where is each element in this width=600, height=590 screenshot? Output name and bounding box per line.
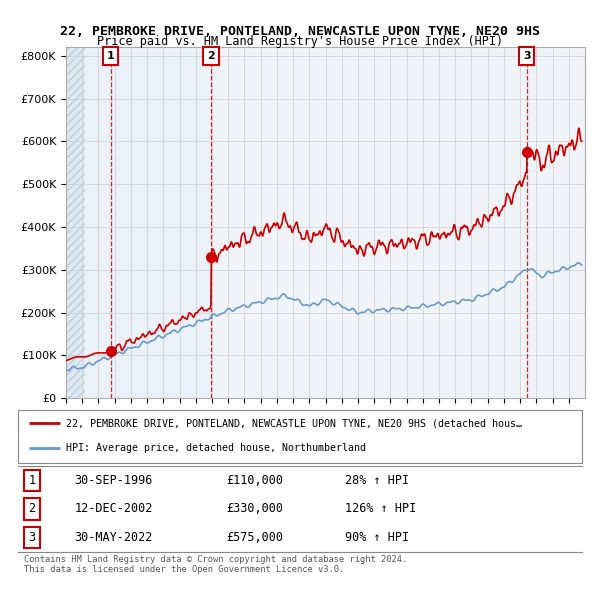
Text: £110,000: £110,000 — [227, 474, 284, 487]
Text: 22, PEMBROKE DRIVE, PONTELAND, NEWCASTLE UPON TYNE, NE20 9HS: 22, PEMBROKE DRIVE, PONTELAND, NEWCASTLE… — [60, 25, 540, 38]
Text: 1: 1 — [107, 51, 115, 61]
Text: 1: 1 — [29, 474, 35, 487]
Text: Price paid vs. HM Land Registry's House Price Index (HPI): Price paid vs. HM Land Registry's House … — [97, 35, 503, 48]
Text: 12-DEC-2002: 12-DEC-2002 — [74, 502, 153, 516]
Text: 126% ↑ HPI: 126% ↑ HPI — [345, 502, 416, 516]
Bar — [85, 47, 214, 398]
FancyBboxPatch shape — [18, 410, 582, 463]
Text: 3: 3 — [523, 51, 530, 61]
Text: 30-SEP-1996: 30-SEP-1996 — [74, 474, 153, 487]
Text: 22, PEMBROKE DRIVE, PONTELAND, NEWCASTLE UPON TYNE, NE20 9HS (detached hous…: 22, PEMBROKE DRIVE, PONTELAND, NEWCASTLE… — [66, 418, 522, 428]
Text: HPI: Average price, detached house, Northumberland: HPI: Average price, detached house, Nort… — [66, 443, 366, 453]
Text: 3: 3 — [29, 531, 35, 544]
Text: £575,000: £575,000 — [227, 531, 284, 544]
Text: Contains HM Land Registry data © Crown copyright and database right 2024.
This d: Contains HM Land Registry data © Crown c… — [24, 555, 407, 574]
Text: 2: 2 — [207, 51, 215, 61]
Text: 2: 2 — [29, 502, 35, 516]
Text: £330,000: £330,000 — [227, 502, 284, 516]
Bar — [66, 47, 85, 398]
Text: 90% ↑ HPI: 90% ↑ HPI — [345, 531, 409, 544]
Text: 30-MAY-2022: 30-MAY-2022 — [74, 531, 153, 544]
Text: 28% ↑ HPI: 28% ↑ HPI — [345, 474, 409, 487]
